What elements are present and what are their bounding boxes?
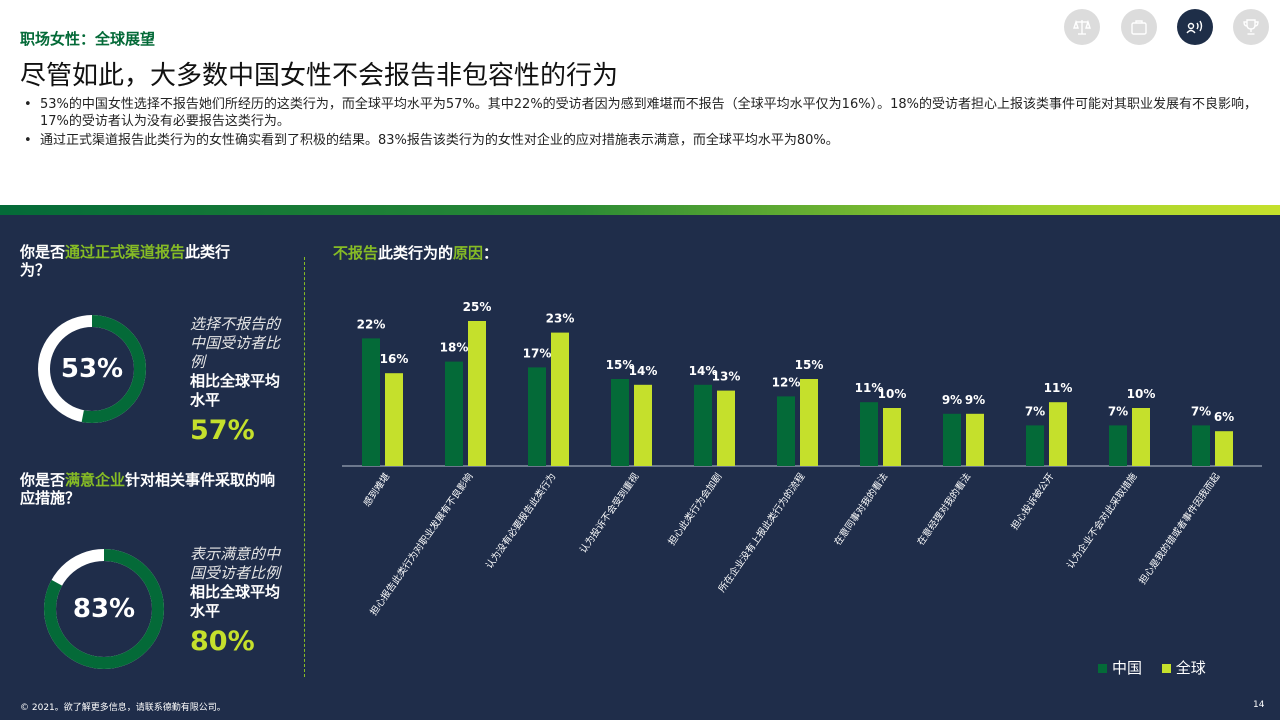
bar-china-6 (860, 402, 878, 466)
value-label-global-6: 10% (878, 387, 907, 401)
note2-compare: 相比全球平均水平 (190, 583, 281, 620)
bar-global-1 (468, 321, 486, 466)
value-label-global-10: 6% (1214, 410, 1234, 424)
value-label-global-3: 14% (629, 364, 658, 378)
value-label-china-8: 7% (1025, 404, 1045, 418)
category-label-5: 所在企业没有上报此类行为的流程 (716, 470, 808, 594)
bar-chart: 22% 16% 感到难堪 18% 25% 担心报告此类行为对职业发展有不良影响 17% 23%… (342, 300, 1262, 618)
value-label-china-9: 7% (1108, 404, 1128, 418)
bar-china-3 (611, 379, 629, 466)
bar-china-0 (362, 338, 380, 466)
value-label-china-1: 18% (440, 341, 469, 355)
note1-compare: 相比全球平均水平 (190, 372, 281, 409)
value-label-china-3: 15% (606, 358, 635, 372)
value-label-china-6: 11% (855, 381, 884, 395)
category-label-9: 认为企业不会对此采取措施 (1064, 470, 1140, 571)
bar-global-2 (551, 332, 569, 466)
scales-icon[interactable] (1064, 9, 1100, 45)
note2-description: 表示满意的中国受访者比例 (190, 545, 281, 582)
value-label-china-10: 7% (1191, 404, 1211, 418)
bar-china-5 (777, 396, 795, 466)
value-label-china-4: 14% (689, 364, 718, 378)
briefcase-icon[interactable] (1121, 9, 1157, 45)
bar-china-2 (528, 367, 546, 466)
value-label-china-7: 9% (942, 393, 962, 407)
bar-china-9 (1109, 425, 1127, 466)
category-label-6: 在意同事对我的看法 (832, 471, 891, 548)
chart-legend: 中国 全球 (1098, 657, 1221, 678)
category-label-7: 在意经理对我的看法 (915, 471, 974, 548)
value-label-global-9: 10% (1127, 387, 1156, 401)
bar-china-7 (943, 413, 961, 466)
question-1: 你是否通过正式渠道报告此类行为？ (20, 243, 231, 279)
donut1-arc (38, 315, 146, 423)
value-label-china-0: 22% (357, 317, 386, 331)
category-label-2: 认为没有必要报告此类行为 (483, 471, 558, 571)
value-label-china-2: 17% (523, 346, 552, 360)
value-label-global-0: 16% (380, 352, 409, 366)
category-label-0: 感到难堪 (361, 470, 393, 508)
note1-global-value: 57% (190, 415, 255, 446)
dashed-divider (304, 257, 305, 677)
category-label-4: 担心此类行为会加剧 (666, 471, 725, 548)
value-label-global-7: 9% (965, 393, 985, 407)
category-label-1: 担心报告此类行为对职业发展有不良影响 (368, 471, 476, 618)
donut2-value: 83% (72, 594, 136, 624)
bar-global-3 (634, 384, 652, 466)
trophy-icon[interactable] (1233, 9, 1269, 45)
section-label: 职场女性：全球展望 (20, 30, 156, 48)
donut-chart-satisfied: 83% (42, 547, 166, 671)
value-label-global-1: 25% (463, 300, 492, 314)
bar-global-8 (1049, 402, 1067, 466)
page-number: 14 (1253, 700, 1265, 710)
gradient-band (0, 205, 1280, 215)
note-1: 选择不报告的中国受访者比例 相比全球平均水平 57% (190, 315, 290, 446)
bar-china-4 (694, 384, 712, 466)
bar-global-5 (800, 379, 818, 466)
category-label-8: 担心投诉被公开 (1008, 470, 1056, 532)
bar-china-1 (445, 361, 463, 466)
donut-chart-report: 53% (36, 313, 148, 425)
note-2: 表示满意的中国受访者比例 相比全球平均水平 80% (190, 545, 290, 657)
value-label-global-2: 23% (546, 312, 575, 326)
value-label-global-5: 15% (795, 358, 824, 372)
bar-global-7 (966, 413, 984, 466)
value-label-global-4: 13% (712, 370, 741, 384)
donut1-value: 53% (60, 354, 124, 384)
bar-global-9 (1132, 408, 1150, 466)
bar-global-0 (385, 373, 403, 466)
bar-china-8 (1026, 425, 1044, 466)
legend-china: 中国 (1098, 657, 1142, 678)
footer-copyright: © 2021。欲了解更多信息，请联系德勤有限公司。 (20, 703, 226, 713)
category-label-10: 担心是我的错或者事件因我而起 (1136, 470, 1222, 586)
bullet-1: 53%的中国女性选择不报告她们所经历的这类行为，而全球平均水平为57%。其中22… (20, 96, 1265, 130)
legend-swatch-china (1098, 664, 1107, 673)
page-title: 尽管如此，大多数中国女性不会报告非包容性的行为 (20, 61, 619, 91)
value-label-china-5: 12% (772, 375, 801, 389)
bullet-list: 53%的中国女性选择不报告她们所经历的这类行为，而全球平均水平为57%。其中22… (20, 96, 1265, 151)
note2-global-value: 80% (190, 626, 255, 657)
question-2: 你是否满意企业针对相关事件采取的响应措施？ (20, 471, 276, 507)
category-label-3: 认为投诉不会受到重视 (577, 470, 642, 555)
voice-icon[interactable] (1177, 9, 1213, 45)
dark-panel: 你是否通过正式渠道报告此类行为？ 53% 选择不报告的中国受访者比例 相比全球平… (0, 215, 1280, 720)
bar-global-10 (1215, 431, 1233, 466)
legend-global: 全球 (1161, 657, 1206, 678)
legend-swatch-global (1161, 664, 1171, 673)
bullet-2: 通过正式渠道报告此类行为的女性确实看到了积极的结果。83%报告该类行为的女性对企… (20, 132, 1265, 149)
value-label-global-8: 11% (1044, 381, 1073, 395)
donut2-arc (44, 549, 164, 669)
bar-global-4 (717, 390, 735, 466)
header-area: 职场女性：全球展望 尽管如此，大多数中国女性不会报告非包容性的行为 53%的中国… (0, 0, 1280, 205)
chart-title: 不报告此类行为的原因： (333, 244, 499, 262)
bar-global-6 (883, 408, 901, 466)
note1-description: 选择不报告的中国受访者比例 (190, 315, 281, 371)
bar-china-10 (1192, 425, 1210, 466)
